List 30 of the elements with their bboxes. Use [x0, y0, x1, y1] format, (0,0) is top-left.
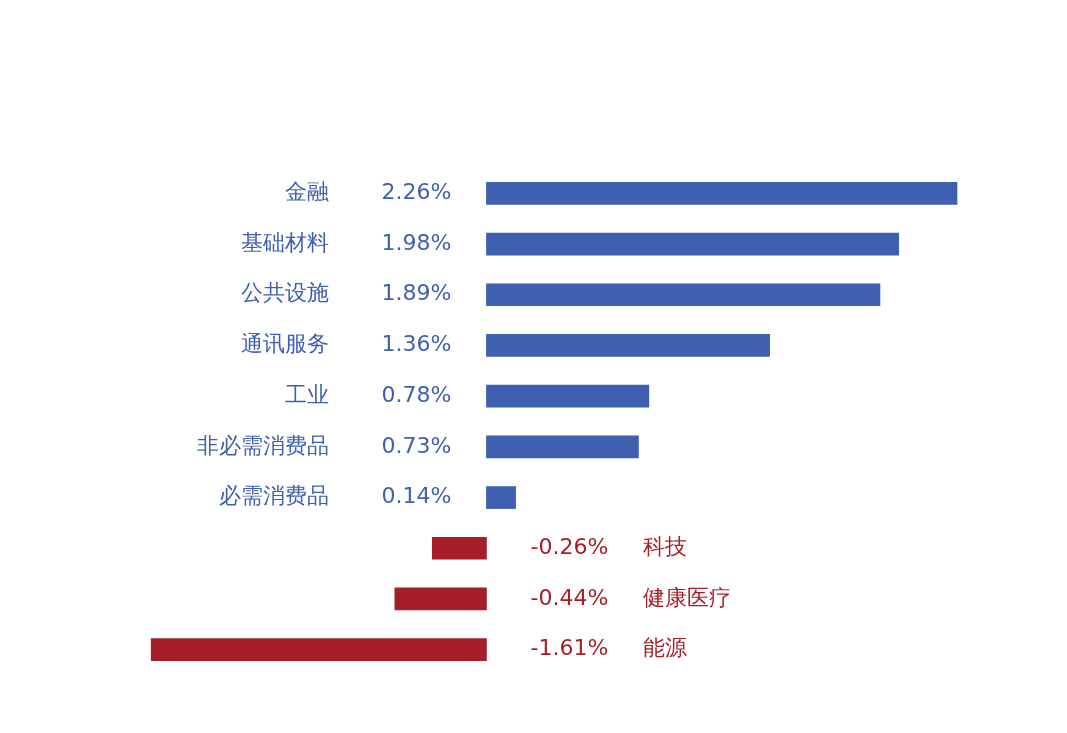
- y-tick-label: 科技: [643, 533, 688, 559]
- data-label: -0.26%: [530, 533, 609, 559]
- y-tick-label: 能源: [643, 635, 688, 661]
- data-label: 0.14%: [381, 483, 452, 509]
- data-label: 1.98%: [381, 229, 452, 255]
- y-tick-label: 基础材料: [241, 229, 330, 255]
- data-label: 1.36%: [381, 331, 452, 357]
- data-label: -0.44%: [530, 584, 609, 610]
- y-tick-label: 必需消费品: [219, 483, 330, 509]
- bar: [486, 486, 516, 509]
- bar: [486, 232, 900, 256]
- data-label: 0.73%: [381, 432, 452, 458]
- bar: [150, 638, 487, 661]
- bar: [486, 182, 958, 205]
- bar: [486, 384, 650, 408]
- bar: [486, 283, 881, 307]
- data-label: 1.89%: [381, 280, 452, 306]
- y-tick-label: 公共设施: [241, 280, 330, 306]
- data-label: 0.78%: [381, 381, 452, 407]
- bar: [486, 334, 770, 357]
- y-tick-label: 非必需消费品: [197, 432, 330, 458]
- y-tick-label: 金融: [285, 179, 330, 205]
- data-label: 2.26%: [381, 179, 452, 205]
- data-label: -1.61%: [530, 635, 609, 661]
- bar: [394, 587, 487, 611]
- y-tick-label: 通讯服务: [241, 331, 330, 357]
- bar: [486, 435, 639, 459]
- y-tick-label: 健康医疗: [643, 584, 732, 610]
- bar: [431, 536, 487, 560]
- y-tick-label: 工业: [285, 381, 330, 407]
